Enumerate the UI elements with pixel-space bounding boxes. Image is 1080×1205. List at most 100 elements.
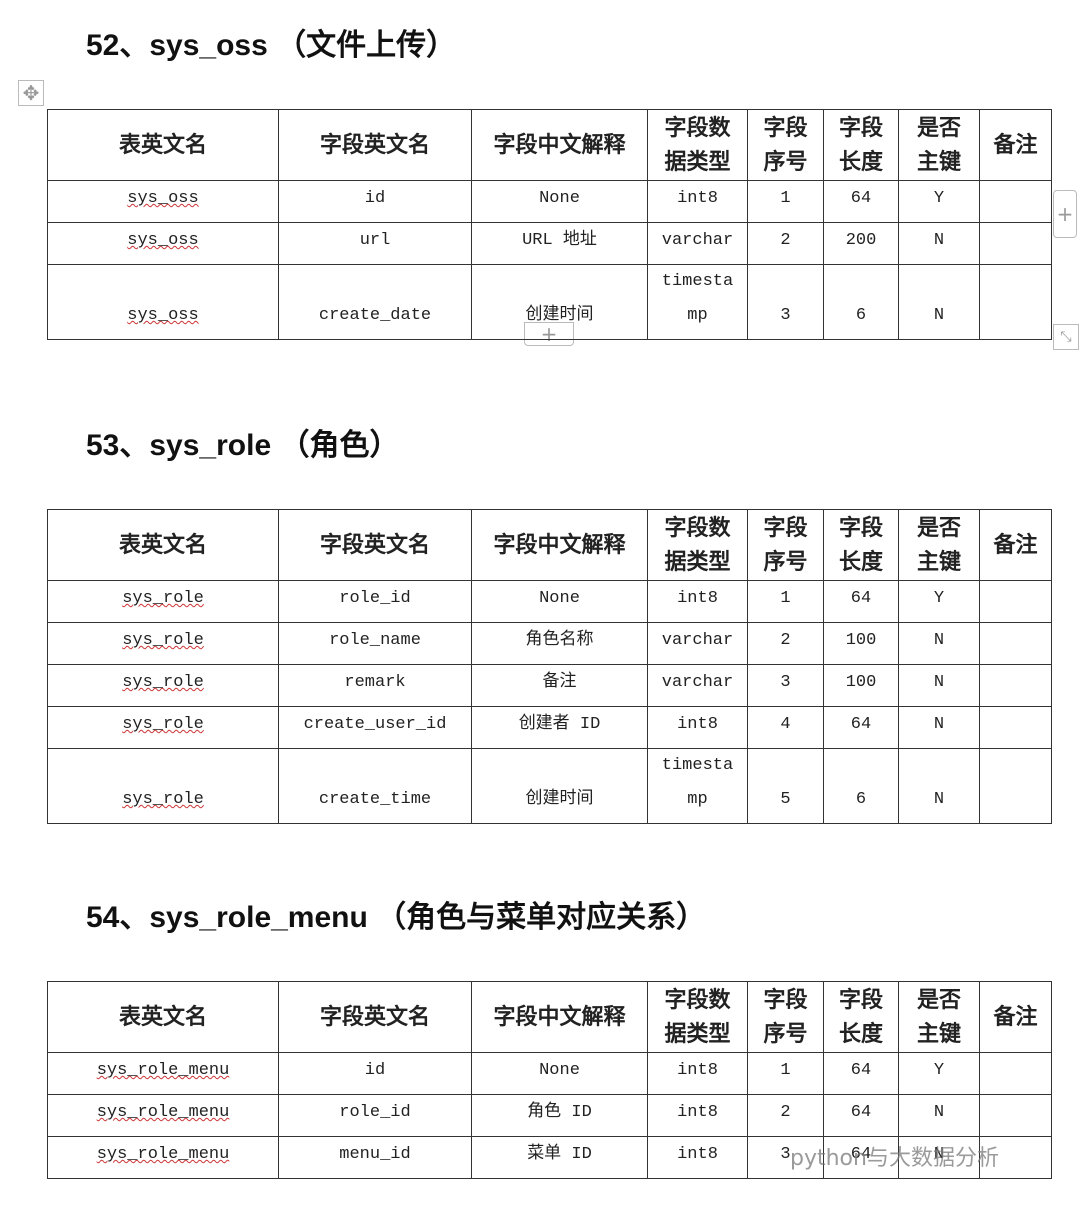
cell-text: id	[364, 189, 386, 208]
cell-text: N	[933, 231, 945, 250]
header-row: 表英文名 字段英文名 字段中文解释 字段数据类型 字段序号 字段长度 是否主键 备注	[47, 981, 1052, 1053]
data-cell: 3	[747, 264, 824, 340]
data-cell: int8	[647, 580, 748, 623]
header-text: 字段英文名	[319, 1004, 430, 1030]
data-cell: 2	[747, 1094, 824, 1137]
header-cell: 字段中文解释	[471, 109, 648, 181]
data-cell: N	[898, 222, 980, 265]
header-cell: 字段长度	[823, 509, 899, 581]
header-cell: 字段数据类型	[647, 981, 748, 1053]
header-cell: 字段中文解释	[471, 509, 648, 581]
cell-text: N	[933, 1145, 945, 1164]
data-row: sys_role role_name 角色名称 varchar 2 100 N	[47, 622, 1052, 665]
resize-handle[interactable]: ⤡	[1053, 324, 1079, 350]
data-cell: 创建时间	[471, 748, 648, 824]
header-text: 备注	[993, 132, 1038, 158]
data-cell: None	[471, 1052, 648, 1095]
cell-text: int8	[677, 1061, 718, 1080]
cell-text: N	[933, 790, 945, 809]
header-text: 是否主键	[916, 515, 961, 575]
header-text: 字段长度	[838, 515, 883, 575]
cell-text: 备注	[542, 673, 577, 692]
data-cell: 64	[823, 1052, 899, 1095]
cell-text: varchar	[661, 673, 734, 692]
data-cell	[979, 748, 1052, 824]
data-cell	[979, 664, 1052, 707]
cell-text: remark	[344, 673, 406, 692]
header-cell: 备注	[979, 509, 1052, 581]
data-cell: sys_role	[47, 706, 279, 749]
data-cell: varchar	[647, 222, 748, 265]
header-cell: 字段序号	[747, 509, 824, 581]
data-cell: N	[898, 264, 980, 340]
header-text: 字段英文名	[319, 132, 430, 158]
data-cell: role_name	[278, 622, 472, 665]
header-text: 表英文名	[118, 1004, 207, 1030]
cell-text: 4	[780, 715, 791, 734]
cell-text: sys_oss	[127, 306, 199, 325]
data-cell	[979, 1052, 1052, 1095]
data-cell: sys_role_menu	[47, 1136, 279, 1179]
cell-text: role_id	[339, 589, 411, 608]
header-text: 字段序号	[763, 115, 808, 175]
cell-text: 100	[845, 631, 877, 650]
data-cell: role_id	[278, 580, 472, 623]
cell-text: varchar	[661, 631, 734, 650]
data-cell: 备注	[471, 664, 648, 707]
data-cell: int8	[647, 706, 748, 749]
data-row: sys_role_menu menu_id 菜单 ID int8 3 64 N	[47, 1136, 1052, 1179]
cell-text: 2	[780, 631, 791, 650]
data-row: sys_role role_id None int8 1 64 Y	[47, 580, 1052, 623]
data-cell	[979, 180, 1052, 223]
cell-text: Y	[933, 589, 945, 608]
data-row: sys_role_menu id None int8 1 64 Y	[47, 1052, 1052, 1095]
cell-text: None	[539, 589, 580, 608]
data-cell: timestamp	[647, 264, 748, 340]
data-cell	[979, 622, 1052, 665]
cell-text: sys_role	[122, 673, 204, 692]
header-cell: 备注	[979, 981, 1052, 1053]
header-text: 字段序号	[763, 515, 808, 575]
header-row: 表英文名 字段英文名 字段中文解释 字段数据类型 字段序号 字段长度 是否主键 备注	[47, 509, 1052, 581]
cell-text: 3	[780, 673, 791, 692]
data-cell: 1	[747, 580, 824, 623]
header-text: 是否主键	[916, 987, 961, 1047]
move-handle[interactable]: ✥	[18, 80, 44, 106]
data-cell: id	[278, 180, 472, 223]
data-cell: 菜单 ID	[471, 1136, 648, 1179]
header-cell: 字段长度	[823, 981, 899, 1053]
data-cell: 64	[823, 580, 899, 623]
data-cell: sys_role_menu	[47, 1052, 279, 1095]
data-cell: sys_role	[47, 748, 279, 824]
data-cell: 100	[823, 622, 899, 665]
cell-text: None	[539, 189, 580, 208]
data-cell: 2	[747, 622, 824, 665]
section-heading: 52、sys_oss （文件上传）	[86, 29, 457, 62]
cell-text: Y	[933, 189, 945, 208]
data-row: sys_role_menu role_id 角色 ID int8 2 64 N	[47, 1094, 1052, 1137]
data-cell: sys_oss	[47, 264, 279, 340]
data-cell: None	[471, 580, 648, 623]
cell-text: url	[359, 231, 391, 250]
data-cell: int8	[647, 1094, 748, 1137]
data-cell: 1	[747, 180, 824, 223]
data-cell: id	[278, 1052, 472, 1095]
add-column[interactable]: +	[1053, 190, 1077, 238]
field-table: 表英文名 字段英文名 字段中文解释 字段数据类型 字段序号 字段长度 是否主键 备注 sys_o…	[47, 109, 1052, 340]
cell-text: 创建时间	[525, 306, 594, 325]
cell-text: 3	[780, 306, 791, 325]
cell-text: role_id	[339, 1103, 411, 1122]
cell-text: sys_role_menu	[96, 1145, 230, 1164]
cell-text: menu_id	[339, 1145, 411, 1164]
data-cell	[979, 1136, 1052, 1179]
data-cell: sys_oss	[47, 180, 279, 223]
cell-text: N	[933, 306, 945, 325]
header-text: 表英文名	[118, 132, 207, 158]
data-cell: 角色名称	[471, 622, 648, 665]
header-cell: 表英文名	[47, 509, 279, 581]
header-text: 字段长度	[838, 987, 883, 1047]
data-cell: 创建时间	[471, 264, 648, 340]
cell-text: URL 地址	[522, 231, 597, 250]
data-cell: sys_role_menu	[47, 1094, 279, 1137]
data-cell: 64	[823, 1136, 899, 1179]
